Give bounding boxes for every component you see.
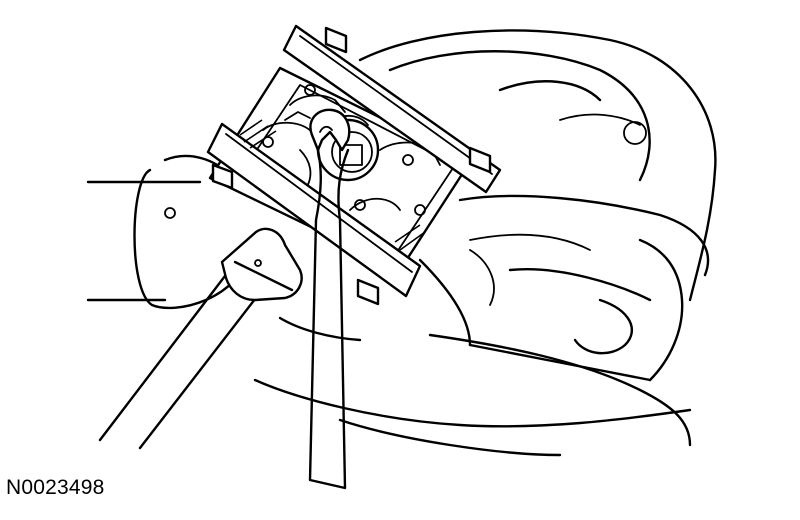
breaker-bar: [98, 227, 303, 450]
figure-id-label: N0023498: [6, 476, 105, 499]
wrench: [308, 108, 351, 490]
axle-housing: [86, 29, 717, 457]
